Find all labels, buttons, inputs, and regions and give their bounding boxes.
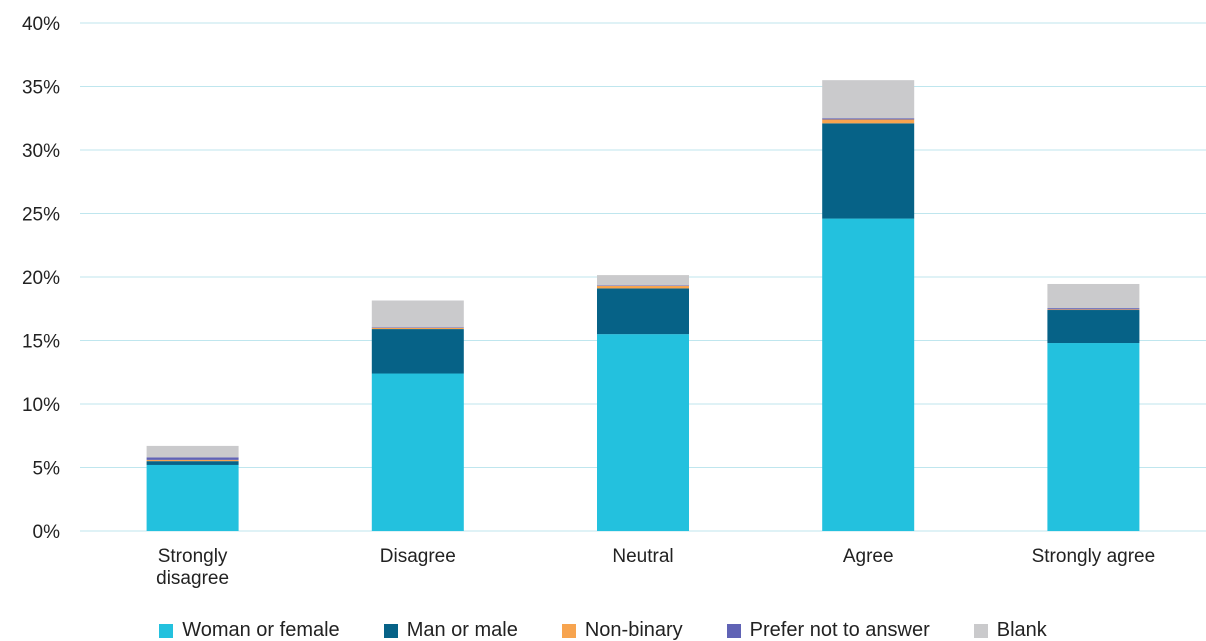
legend-item: Non-binary xyxy=(561,619,683,641)
y-tick-label: 35% xyxy=(22,78,60,99)
legend-label: Blank xyxy=(996,619,1047,641)
y-tick-label: 15% xyxy=(22,332,60,353)
legend: Woman or female Man or male Non-binary Pref… xyxy=(0,620,1206,641)
legend-swatch xyxy=(561,623,576,638)
legend-swatch xyxy=(726,623,741,638)
bar-segment xyxy=(371,300,464,328)
legend-item: Blank xyxy=(973,619,1047,641)
x-tick-label: Neutral xyxy=(612,546,673,567)
y-tick-label: 0% xyxy=(33,522,61,543)
bar-segment xyxy=(371,329,464,374)
x-tick-label: Strongly agree xyxy=(1032,546,1156,567)
x-axis-category-labels: Strongly disagree Disagree Neutral Agree Stro… xyxy=(156,546,1155,589)
bar-segment xyxy=(371,327,464,328)
legend-swatch xyxy=(973,623,988,638)
y-tick-label: 20% xyxy=(22,268,60,289)
bar-segment xyxy=(1047,309,1140,311)
bar-segment xyxy=(1047,308,1140,310)
bars xyxy=(146,80,1140,531)
bar-segment xyxy=(822,119,915,124)
bar-segment xyxy=(371,373,464,531)
y-axis-tick-labels: 0% 5% 10% 15% 20% 25% 30% 35% 40% xyxy=(22,14,60,543)
legend-swatch xyxy=(383,623,398,638)
y-tick-label: 40% xyxy=(22,14,60,35)
bar-segment xyxy=(597,285,689,286)
bar-segment xyxy=(146,464,239,531)
legend-item: Man or male xyxy=(383,619,518,641)
x-tick-label: Strongly disagree xyxy=(156,546,229,589)
legend-label: Woman or female xyxy=(182,619,340,641)
y-tick-label: 25% xyxy=(22,205,60,226)
bar-segment xyxy=(146,457,239,460)
y-tick-label: 30% xyxy=(22,141,60,162)
bar-segment xyxy=(146,459,239,462)
x-tick-label: Agree xyxy=(843,546,894,567)
bar-segment xyxy=(371,327,464,330)
bar-segment xyxy=(1047,343,1140,531)
legend-label: Man or male xyxy=(406,619,518,641)
bar-segment xyxy=(1047,283,1140,309)
bar-segment xyxy=(822,80,915,119)
legend-label: Non-binary xyxy=(584,619,683,641)
bar-segment xyxy=(822,218,915,531)
bar-segment xyxy=(822,123,915,219)
y-tick-label: 10% xyxy=(22,395,60,416)
bar-segment xyxy=(822,118,915,120)
legend-item: Woman or female xyxy=(159,619,340,641)
bar-segment xyxy=(146,445,239,458)
bar-segment xyxy=(1047,310,1140,344)
y-tick-label: 5% xyxy=(33,459,61,480)
bar-segment xyxy=(597,288,689,335)
bar-segment xyxy=(146,461,239,465)
legend-label: Prefer not to answer xyxy=(749,619,930,641)
bar-segment xyxy=(597,334,689,531)
bar-segment xyxy=(597,285,689,289)
x-tick-label: Disagree xyxy=(380,546,456,567)
chart-svg: 0% 5% 10% 15% 20% 25% 30% 35% 40% Strongly disagr… xyxy=(22,14,1206,589)
legend-item: Prefer not to answer xyxy=(726,619,930,641)
bar-segment xyxy=(597,275,689,286)
legend-swatch xyxy=(159,623,174,638)
